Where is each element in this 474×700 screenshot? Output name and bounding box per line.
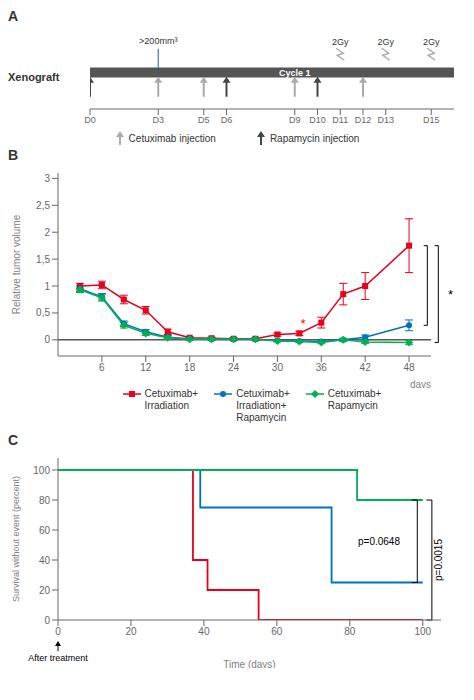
svg-text:20: 20 xyxy=(125,626,137,637)
svg-text:3: 3 xyxy=(44,173,50,184)
svg-text:Survival without event (percen: Survival without event (percent) xyxy=(11,476,21,602)
svg-text:D12: D12 xyxy=(355,115,372,125)
svg-text:D6: D6 xyxy=(221,115,233,125)
svg-text:2Gy: 2Gy xyxy=(377,37,394,47)
html-text:Cetuximab+: Cetuximab+ xyxy=(236,388,290,399)
svg-text:D5: D5 xyxy=(198,115,210,125)
svg-text:*: * xyxy=(300,316,305,331)
html-text:Rapamycin injection: Rapamycin injection xyxy=(269,132,360,144)
html-text:Rapamycin: Rapamycin xyxy=(236,412,287,423)
svg-text:>200mm³: >200mm³ xyxy=(139,36,177,46)
svg-text:D0: D0 xyxy=(84,115,96,125)
svg-text:*: * xyxy=(448,287,453,302)
svg-text:D10: D10 xyxy=(309,115,326,125)
svg-text:100: 100 xyxy=(414,626,431,637)
svg-text:42: 42 xyxy=(360,362,372,373)
svg-text:60: 60 xyxy=(39,525,51,536)
svg-text:p=0.0648: p=0.0648 xyxy=(358,536,400,547)
svg-text:36: 36 xyxy=(316,362,328,373)
html-text:Rapamycin: Rapamycin xyxy=(327,400,378,411)
svg-text:24: 24 xyxy=(228,362,240,373)
svg-text:D13: D13 xyxy=(377,115,394,125)
svg-text:80: 80 xyxy=(344,626,356,637)
svg-text:After treatment: After treatment xyxy=(28,653,88,663)
svg-text:40: 40 xyxy=(198,626,210,637)
html-text:Cetuximab+: Cetuximab+ xyxy=(327,388,382,399)
svg-text:48: 48 xyxy=(403,362,415,373)
svg-text:Cycle 1: Cycle 1 xyxy=(279,68,311,78)
svg-text:1: 1 xyxy=(44,281,50,292)
svg-text:6: 6 xyxy=(99,362,105,373)
html-text:Cetuximab+: Cetuximab+ xyxy=(144,388,199,399)
svg-text:days: days xyxy=(410,379,431,388)
svg-text:18: 18 xyxy=(184,362,196,373)
html-text:Irradiation+: Irradiation+ xyxy=(236,400,287,411)
svg-text:D11: D11 xyxy=(332,115,348,125)
svg-text:0: 0 xyxy=(44,334,50,345)
svg-text:Relative tumor volume: Relative tumor volume xyxy=(11,214,22,314)
svg-text:0,5: 0,5 xyxy=(36,307,50,318)
svg-text:0: 0 xyxy=(55,626,61,637)
svg-text:D3: D3 xyxy=(152,115,164,125)
svg-text:2,5: 2,5 xyxy=(36,200,50,211)
html-text:A: A xyxy=(8,8,19,24)
html-text:C: C xyxy=(8,432,19,448)
svg-text:D15: D15 xyxy=(423,115,440,125)
svg-text:1,5: 1,5 xyxy=(36,254,50,265)
html-text:B: B xyxy=(8,147,19,163)
svg-text:D9: D9 xyxy=(289,115,301,125)
svg-text:80: 80 xyxy=(39,495,51,506)
svg-text:20: 20 xyxy=(39,585,51,596)
html-text:Xenograft: Xenograft xyxy=(8,70,60,83)
svg-text:2Gy: 2Gy xyxy=(332,37,349,47)
svg-text:p=0.0015: p=0.0015 xyxy=(433,539,444,581)
svg-text:100: 100 xyxy=(33,465,50,476)
html-text:Irradiation: Irradiation xyxy=(144,400,189,411)
svg-text:Time (days): Time (days) xyxy=(223,659,275,668)
svg-text:12: 12 xyxy=(140,362,152,373)
svg-text:60: 60 xyxy=(271,626,283,637)
svg-text:30: 30 xyxy=(272,362,284,373)
svg-text:0: 0 xyxy=(44,615,50,626)
svg-text:2: 2 xyxy=(44,227,50,238)
svg-text:2Gy: 2Gy xyxy=(423,37,440,47)
svg-text:40: 40 xyxy=(39,555,51,566)
html-text:Cetuximab injection: Cetuximab injection xyxy=(128,132,216,144)
